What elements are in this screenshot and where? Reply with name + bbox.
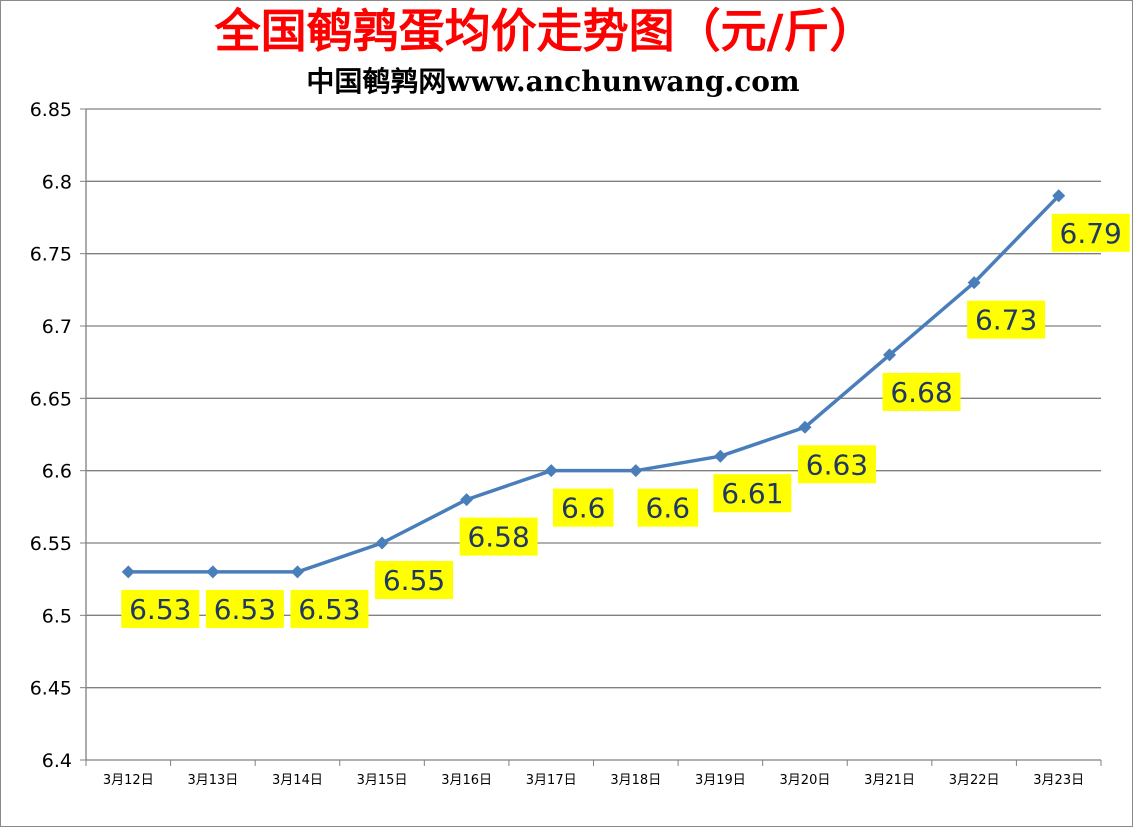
x-tick-label: 3月14日: [272, 773, 323, 788]
data-point: [544, 464, 558, 478]
x-tick-label: 3月18日: [610, 773, 661, 788]
data-label-box: [375, 561, 454, 599]
data-point: [375, 536, 389, 550]
data-label-text: 6.53: [214, 593, 276, 626]
data-label-box: [637, 488, 699, 527]
data-label-text: 6.61: [721, 477, 783, 510]
data-label-text: 6.53: [129, 593, 191, 626]
data-label: 6.53: [205, 589, 284, 628]
chart-subtitle: 中国鹌鹑网www.anchunwang.com: [306, 65, 800, 98]
x-tick-label: 3月13日: [187, 773, 238, 788]
data-label: 6.68: [882, 372, 961, 411]
axes: [80, 108, 1102, 766]
data-point: [883, 348, 897, 362]
data-label-text: 6.6: [646, 492, 691, 525]
x-tick-label: 3月23日: [1033, 773, 1084, 788]
data-label-text: 6.79: [1060, 217, 1122, 250]
data-label: 6.6: [552, 488, 614, 527]
y-tick-label: 6.4: [42, 750, 72, 772]
x-tick-label: 3月12日: [103, 773, 154, 788]
x-tick-label: 3月16日: [441, 773, 492, 788]
y-tick-label: 6.6: [42, 461, 72, 483]
data-point: [290, 565, 304, 579]
data-label: 6.6: [637, 488, 699, 527]
y-tick-label: 6.55: [30, 533, 72, 555]
data-label-box: [713, 474, 792, 513]
data-point: [798, 420, 812, 434]
data-label: 6.53: [121, 589, 200, 628]
data-label: 6.79: [1051, 213, 1130, 252]
data-label-box: [797, 445, 876, 484]
x-tick-label: 3月19日: [695, 773, 746, 788]
y-tick-label: 6.7: [42, 316, 72, 338]
y-tick-label: 6.8: [42, 171, 72, 193]
data-label-box: [1051, 213, 1130, 252]
data-label-text: 6.63: [806, 448, 868, 481]
y-tick-label: 6.5: [42, 605, 72, 627]
data-label-text: 6.68: [890, 376, 952, 409]
chart-title: 全国鹌鹑蛋均价走势图（元/斤）: [214, 4, 876, 58]
x-tick-label: 3月20日: [780, 773, 831, 788]
data-label: 6.55: [375, 561, 454, 599]
data-label: 6.61: [713, 474, 792, 513]
data-label: 6.58: [459, 517, 538, 556]
series-line: [128, 194, 1060, 574]
data-point: [713, 449, 727, 463]
data-label-box: [121, 589, 200, 628]
data-label-text: 6.6: [561, 492, 606, 525]
data-label-box: [459, 517, 538, 556]
data-labels: 6.53 6.53 6.53 6.55 6.58 6.6 6.6 6.61 6.63 6.68 6.…: [121, 213, 1130, 628]
data-label-text: 6.73: [975, 304, 1037, 337]
data-label-box: [205, 589, 284, 628]
y-tick-label: 6.85: [30, 99, 72, 121]
y-tick-label: 6.75: [30, 244, 72, 266]
x-tick-label: 3月22日: [949, 773, 1000, 788]
data-label: 6.53: [290, 589, 369, 628]
data-label-box: [290, 589, 369, 628]
x-tick-label: 3月21日: [864, 773, 915, 788]
x-tick-label: 3月17日: [526, 773, 577, 788]
x-axis-ticks: 3月12日 3月13日 3月14日 3月15日 3月16日 3月17日 3月18日 3月19日…: [103, 773, 1084, 788]
data-label-text: 6.53: [298, 593, 360, 626]
data-label-box: [552, 488, 614, 527]
data-label-text: 6.58: [467, 521, 529, 554]
data-label-text: 6.55: [383, 564, 445, 597]
data-point: [629, 464, 643, 478]
x-tick-label: 3月15日: [357, 773, 408, 788]
data-point: [121, 565, 135, 579]
data-label-box: [882, 372, 961, 411]
data-label: 6.73: [967, 300, 1046, 339]
data-label: 6.63: [797, 445, 876, 484]
data-label-box: [967, 300, 1046, 339]
y-axis-ticks: 6.4 6.45 6.5 6.55 6.6 6.65 6.7 6.75 6.8 6.85: [30, 99, 72, 772]
data-point: [460, 493, 474, 507]
data-point: [967, 276, 981, 290]
series: [121, 189, 1066, 579]
data-point: [1052, 189, 1066, 203]
y-tick-label: 6.65: [30, 388, 72, 410]
y-tick-label: 6.45: [30, 678, 72, 700]
data-point: [206, 565, 220, 579]
